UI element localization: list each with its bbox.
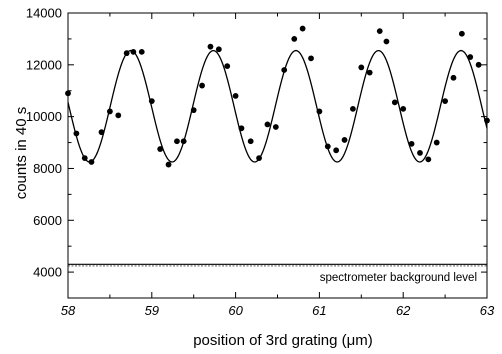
x-tick-label: 58 xyxy=(61,303,76,318)
data-point xyxy=(115,112,122,119)
y-tick-label: 12000 xyxy=(26,57,62,72)
data-point xyxy=(88,159,95,165)
data-point xyxy=(138,48,145,55)
x-tick-label: 61 xyxy=(312,303,326,318)
data-point xyxy=(224,63,231,70)
data-point xyxy=(400,105,407,112)
data-point xyxy=(308,55,314,62)
data-point xyxy=(264,121,271,128)
data-point xyxy=(107,108,113,115)
plot-frame-layer xyxy=(67,12,488,299)
data-point xyxy=(450,74,457,81)
data-point xyxy=(417,150,423,156)
data-point xyxy=(408,140,415,147)
tick-labels-layer: 58 59 60 61 62 63 4000 6000 8000 10000 12000 14000 xyxy=(26,6,495,319)
background-level-layer xyxy=(68,263,487,267)
data-point xyxy=(199,82,205,89)
data-point xyxy=(238,125,245,132)
data-point xyxy=(148,98,155,104)
data-point xyxy=(442,98,448,104)
x-tick-label: 59 xyxy=(145,303,159,318)
data-point xyxy=(73,130,80,137)
data-point xyxy=(425,156,432,163)
plot-frame xyxy=(67,12,488,299)
data-point xyxy=(180,138,187,145)
data-point xyxy=(475,61,482,68)
data-point xyxy=(383,38,390,45)
y-axis-label: counts in 40 s xyxy=(13,107,30,200)
fit-curve-layer xyxy=(67,49,488,163)
data-point xyxy=(281,67,288,73)
y-tick-label: 14000 xyxy=(26,6,62,21)
data-point xyxy=(247,138,254,145)
data-point xyxy=(174,138,180,145)
x-tick-label: 63 xyxy=(480,303,495,318)
data-point xyxy=(232,93,239,99)
data-point xyxy=(272,124,279,130)
data-point xyxy=(376,28,383,35)
data-point xyxy=(366,69,373,76)
x-axis-label: position of 3rd grating (μm) xyxy=(193,332,373,349)
y-tick-label: 6000 xyxy=(33,213,62,228)
y-tick-label: 10000 xyxy=(26,109,62,124)
x-tick-label: 60 xyxy=(228,303,243,318)
data-point xyxy=(316,108,323,115)
y-tick-label: 8000 xyxy=(33,161,62,176)
data-point xyxy=(98,129,105,136)
background-level-annotation: spectrometer background level xyxy=(320,272,477,284)
data-point xyxy=(324,143,331,150)
data-point xyxy=(350,105,356,112)
data-point xyxy=(81,155,88,161)
data-point xyxy=(130,48,137,55)
data-point xyxy=(358,64,365,71)
data-point xyxy=(458,30,465,37)
data-point xyxy=(123,50,130,57)
x-tick-label: 62 xyxy=(396,303,411,318)
data-point xyxy=(299,25,306,32)
data-point xyxy=(190,107,197,114)
data-point xyxy=(157,146,164,152)
axis-ticks-layer xyxy=(67,12,488,298)
data-point xyxy=(215,46,222,53)
data-point xyxy=(291,36,298,42)
data-point xyxy=(391,99,398,106)
data-point xyxy=(256,155,262,161)
y-tick-label: 4000 xyxy=(33,265,62,280)
data-point xyxy=(165,161,172,168)
data-point xyxy=(341,137,348,143)
fit-curve xyxy=(67,49,488,163)
data-point xyxy=(333,147,340,154)
data-point xyxy=(433,139,440,146)
data-point xyxy=(207,43,214,50)
data-point xyxy=(467,54,474,60)
data-points-layer xyxy=(65,25,490,168)
